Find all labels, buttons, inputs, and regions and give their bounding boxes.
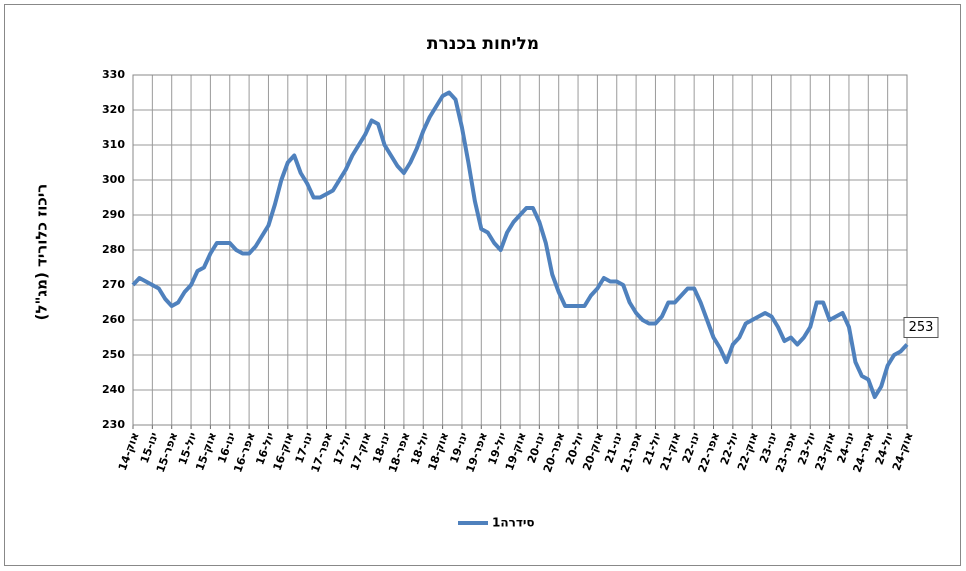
y-tick-label: 310 <box>102 138 125 151</box>
plot-area <box>132 74 908 426</box>
legend-label: סידרה1 <box>492 516 535 530</box>
y-tick-label: 240 <box>102 383 125 396</box>
y-tick-label: 230 <box>102 418 125 431</box>
chart-title: מליחות בכנרת <box>427 34 539 54</box>
data-label-box <box>903 317 939 338</box>
y-tick-label: 250 <box>102 348 125 361</box>
y-tick-label: 280 <box>102 243 125 256</box>
y-axis-label: ריכוז כלוריד (מג"ל) <box>33 184 51 321</box>
y-tick-label: 300 <box>102 173 125 186</box>
y-tick-label: 270 <box>102 278 125 291</box>
y-tick-label: 330 <box>102 68 125 81</box>
y-tick-label: 260 <box>102 313 125 326</box>
y-tick-label: 290 <box>102 208 125 221</box>
line-series <box>131 90 909 399</box>
y-tick-label: 320 <box>102 103 125 116</box>
data-label: 253 <box>909 320 934 335</box>
